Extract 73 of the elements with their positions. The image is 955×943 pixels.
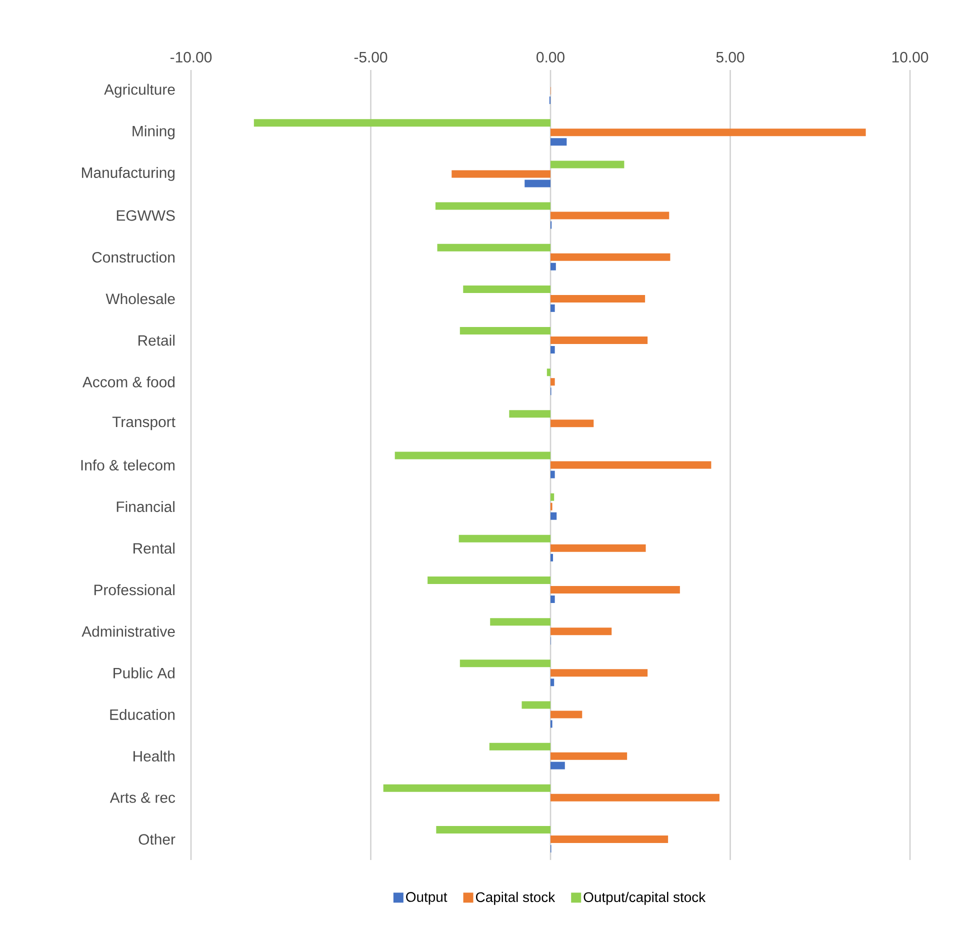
bar bbox=[522, 701, 551, 709]
x-tick-label: 0.00 bbox=[536, 52, 564, 62]
bar bbox=[550, 544, 646, 552]
bar bbox=[383, 784, 551, 792]
bar bbox=[550, 294, 646, 302]
bar bbox=[550, 420, 594, 428]
bar bbox=[452, 170, 551, 178]
bar bbox=[394, 452, 551, 460]
bar bbox=[550, 262, 556, 270]
bar bbox=[254, 119, 551, 127]
y-tick-label: Manufacturing bbox=[82, 166, 174, 181]
bar bbox=[550, 595, 555, 603]
legend-label: Output bbox=[406, 892, 448, 905]
x-tick-label: -10.00 bbox=[170, 52, 212, 62]
y-tick-label: Public Ad bbox=[114, 667, 174, 678]
bar bbox=[550, 710, 582, 718]
bar bbox=[550, 835, 668, 843]
y-tick-label: EGWWS bbox=[116, 210, 175, 221]
bar bbox=[550, 160, 624, 168]
y-tick-label: Accom & food bbox=[82, 376, 174, 388]
legend-label: Capital stock bbox=[476, 892, 556, 905]
bar bbox=[550, 493, 554, 501]
bar bbox=[490, 618, 551, 626]
bar bbox=[550, 669, 648, 677]
x-tick-label: 5.00 bbox=[716, 52, 744, 62]
y-tick-label: Arts & rec bbox=[110, 792, 176, 803]
y-tick-label: Wholesale bbox=[106, 293, 175, 304]
bar bbox=[460, 327, 551, 335]
y-tick-label: Info & telecom bbox=[81, 460, 174, 470]
bar bbox=[458, 534, 551, 542]
bar bbox=[550, 762, 565, 770]
y-tick-label: Rental bbox=[134, 542, 174, 554]
y-tick-label: Other bbox=[138, 834, 176, 845]
bar bbox=[550, 336, 648, 344]
bar bbox=[550, 212, 670, 220]
bar bbox=[550, 138, 567, 146]
bar bbox=[550, 128, 866, 136]
bar bbox=[524, 180, 551, 188]
bar bbox=[550, 628, 612, 636]
bar bbox=[550, 461, 712, 469]
bar bbox=[437, 244, 551, 252]
y-tick-label: Education bbox=[110, 708, 175, 720]
y-tick-label: Construction bbox=[92, 252, 175, 263]
bar bbox=[550, 512, 557, 520]
bar bbox=[435, 202, 551, 210]
bar bbox=[436, 826, 551, 834]
bar bbox=[550, 678, 554, 686]
x-tick-label: -5.00 bbox=[354, 52, 388, 62]
y-tick-label: Professional bbox=[94, 584, 174, 596]
bar bbox=[550, 586, 680, 594]
bar bbox=[428, 576, 551, 584]
bar bbox=[550, 470, 555, 478]
x-tick-label: 10.00 bbox=[892, 52, 928, 62]
y-tick-label: Retail bbox=[138, 334, 174, 346]
y-tick-label: Financial bbox=[116, 501, 174, 512]
bar bbox=[550, 378, 555, 386]
bar bbox=[509, 410, 551, 418]
y-tick-label: Mining bbox=[132, 125, 175, 140]
bar bbox=[546, 368, 551, 376]
bar bbox=[489, 742, 551, 750]
bar bbox=[550, 794, 720, 802]
bar bbox=[463, 285, 551, 293]
y-tick-label: Administrative bbox=[82, 626, 175, 637]
y-tick-label: Transport bbox=[112, 416, 176, 430]
bar bbox=[550, 554, 554, 562]
y-tick-label: Health bbox=[134, 750, 175, 762]
y-tick-label: Agriculture bbox=[104, 84, 175, 98]
bar bbox=[550, 253, 670, 261]
bar bbox=[550, 304, 555, 312]
bar bbox=[460, 660, 551, 668]
bar bbox=[550, 346, 555, 354]
legend-label: Output/capital stock bbox=[584, 892, 706, 905]
bar bbox=[550, 752, 628, 760]
